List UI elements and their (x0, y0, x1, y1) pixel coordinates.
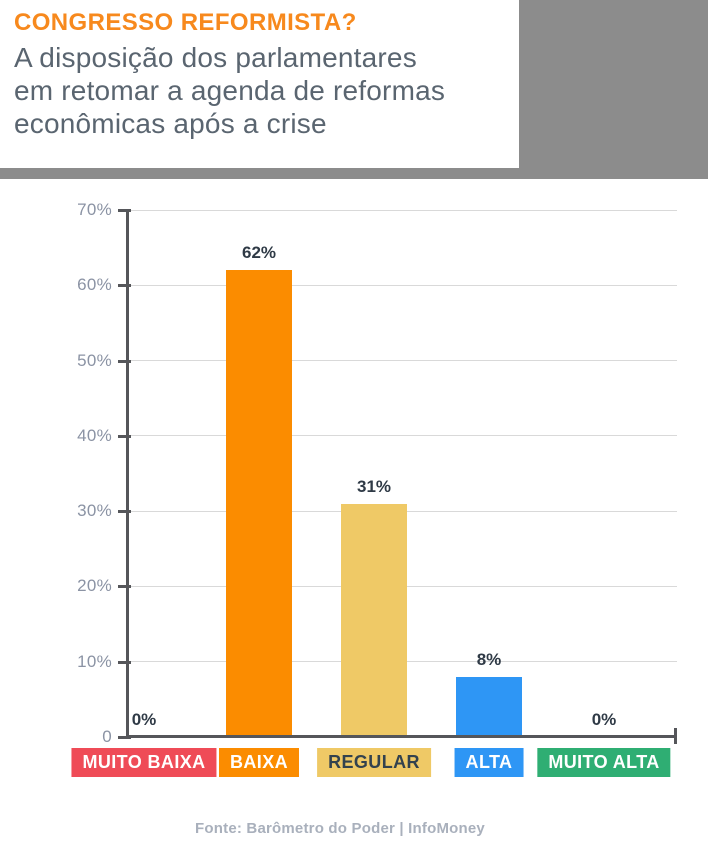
category-label-muito-baixa: MUITO BAIXA (71, 748, 217, 777)
x-axis-line (126, 735, 677, 738)
y-tick-label-10: 10% (77, 651, 112, 671)
bar-baixa (226, 270, 292, 737)
y-axis-line (126, 210, 129, 738)
y-tick-label-0: 0 (102, 727, 112, 746)
value-label-regular: 31% (356, 476, 392, 496)
y-tick-label-70: 70% (77, 200, 112, 219)
category-label-muito-alta: MUITO ALTA (537, 748, 671, 777)
source-credit: Fonte: Barômetro do Poder | InfoMoney (195, 820, 485, 837)
y-tick-70 (118, 209, 131, 212)
page-title: CONGRESSO REFORMISTA? (14, 9, 357, 36)
subtitle-line-1: A disposição dos parlamentares (14, 42, 417, 73)
category-label-regular: REGULAR (317, 748, 431, 777)
y-tick-label-30: 30% (77, 501, 112, 521)
bar-alta (456, 676, 522, 737)
y-tick-label-50: 50% (77, 350, 112, 370)
gridline-40 (127, 435, 677, 437)
y-tick-20 (118, 585, 131, 589)
category-label-baixa: BAIXA (218, 748, 300, 777)
y-tick-40 (118, 434, 131, 438)
y-tick-50 (118, 359, 131, 363)
value-label-alta: 8% (476, 649, 502, 669)
subtitle-line-3: econômicas após a crise (14, 108, 327, 139)
category-label-alta: ALTA (454, 748, 524, 777)
y-tick-label-60: 60% (77, 275, 112, 295)
header: CONGRESSO REFORMISTA? A disposição dos p… (0, 0, 519, 168)
subtitle-line-2: em retomar a agenda de reformas (14, 75, 446, 106)
y-tick-60 (118, 284, 131, 288)
header-gray-block (519, 0, 708, 179)
gridline-50 (127, 360, 677, 362)
value-label-muito-alta: 0% (591, 710, 617, 729)
value-label-muito-baixa: 0% (131, 710, 157, 729)
y-tick-label-40: 40% (77, 425, 112, 445)
x-axis-end-tick (674, 728, 677, 744)
y-tick-10 (118, 660, 131, 664)
gridline-60 (127, 284, 677, 286)
y-tick-0 (118, 736, 131, 739)
header-gray-divider (0, 168, 708, 179)
value-label-baixa: 62% (241, 243, 277, 263)
y-tick-label-20: 20% (77, 576, 112, 596)
bar-regular (341, 503, 407, 737)
subtitle: A disposição dos parlamentares em retoma… (14, 41, 519, 140)
y-tick-30 (118, 510, 131, 514)
gridline-70 (127, 209, 677, 211)
